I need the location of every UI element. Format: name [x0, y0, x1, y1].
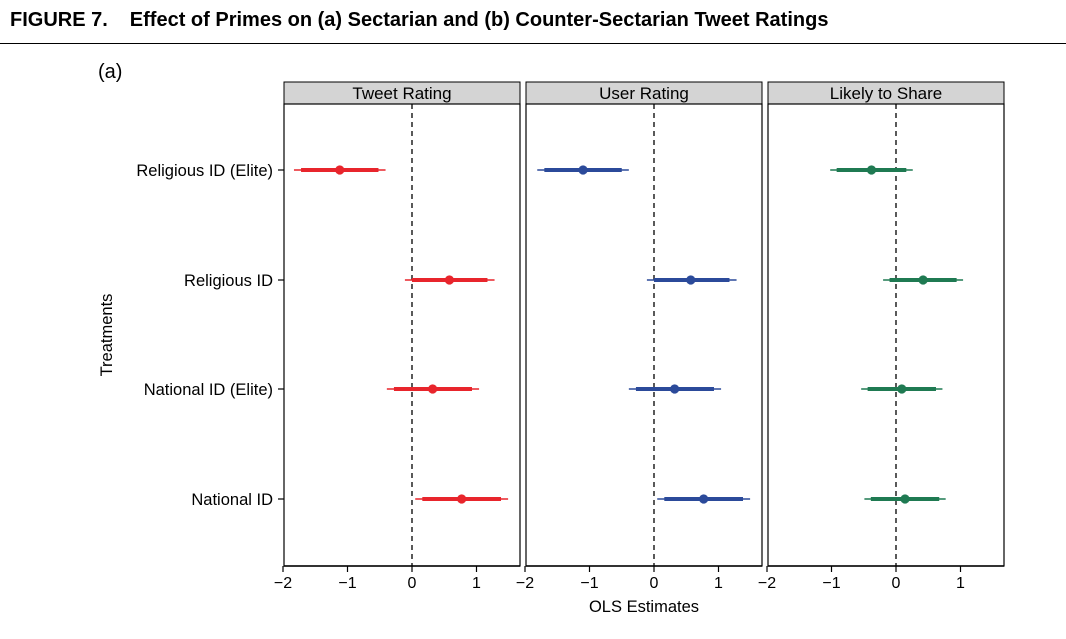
estimate-point [670, 384, 680, 394]
y-tick-label: Religious ID [184, 272, 273, 290]
figure-title-line: FIGURE 7. Effect of Primes on (a) Sectari… [10, 9, 828, 32]
x-tick-label: −2 [274, 575, 292, 592]
x-tick-label: 0 [650, 575, 659, 592]
facet-label-likely-to-share: Likely to Share [830, 84, 942, 103]
estimate-point [444, 275, 455, 285]
facet-label-user-rating: User Rating [599, 84, 689, 103]
x-tick-label: −1 [822, 575, 840, 592]
estimate-point [897, 384, 907, 394]
panel-frame-user-rating [525, 103, 763, 567]
y-tick-label: Religious ID (Elite) [136, 162, 273, 180]
panel-frame-likely-to-share [767, 103, 1005, 567]
estimate-point [335, 165, 345, 175]
estimate-point [866, 165, 877, 175]
x-tick-label: 0 [892, 575, 901, 592]
estimate-point [918, 275, 928, 285]
estimate-point [578, 165, 588, 175]
x-tick-label: 0 [408, 575, 417, 592]
x-tick-label: −1 [580, 575, 598, 592]
panel-tag: (a) [98, 61, 123, 83]
figure-title: Effect of Primes on (a) Sectarian and (b… [129, 9, 829, 31]
x-tick-label: 1 [956, 575, 965, 592]
y-tick-label: National ID (Elite) [144, 381, 273, 399]
estimate-point [699, 494, 709, 504]
panel-frame-tweet-rating [283, 103, 521, 567]
estimate-point [900, 494, 910, 504]
x-tick-label: −2 [758, 575, 776, 592]
facet-label-tweet-rating: Tweet Rating [352, 84, 451, 103]
x-tick-label: −2 [516, 575, 534, 592]
x-tick-label: 1 [714, 575, 723, 592]
estimate-point [457, 494, 467, 504]
y-tick-label: National ID [191, 491, 273, 509]
y-axis-title: Treatments [98, 294, 116, 377]
x-tick-label: −1 [338, 575, 356, 592]
title-rule [0, 43, 1066, 44]
x-tick-label: 1 [472, 575, 481, 592]
figure-number: FIGURE 7. [10, 9, 108, 31]
estimate-point [428, 384, 438, 394]
estimate-point [686, 275, 696, 285]
x-axis-title: OLS Estimates [589, 598, 699, 616]
